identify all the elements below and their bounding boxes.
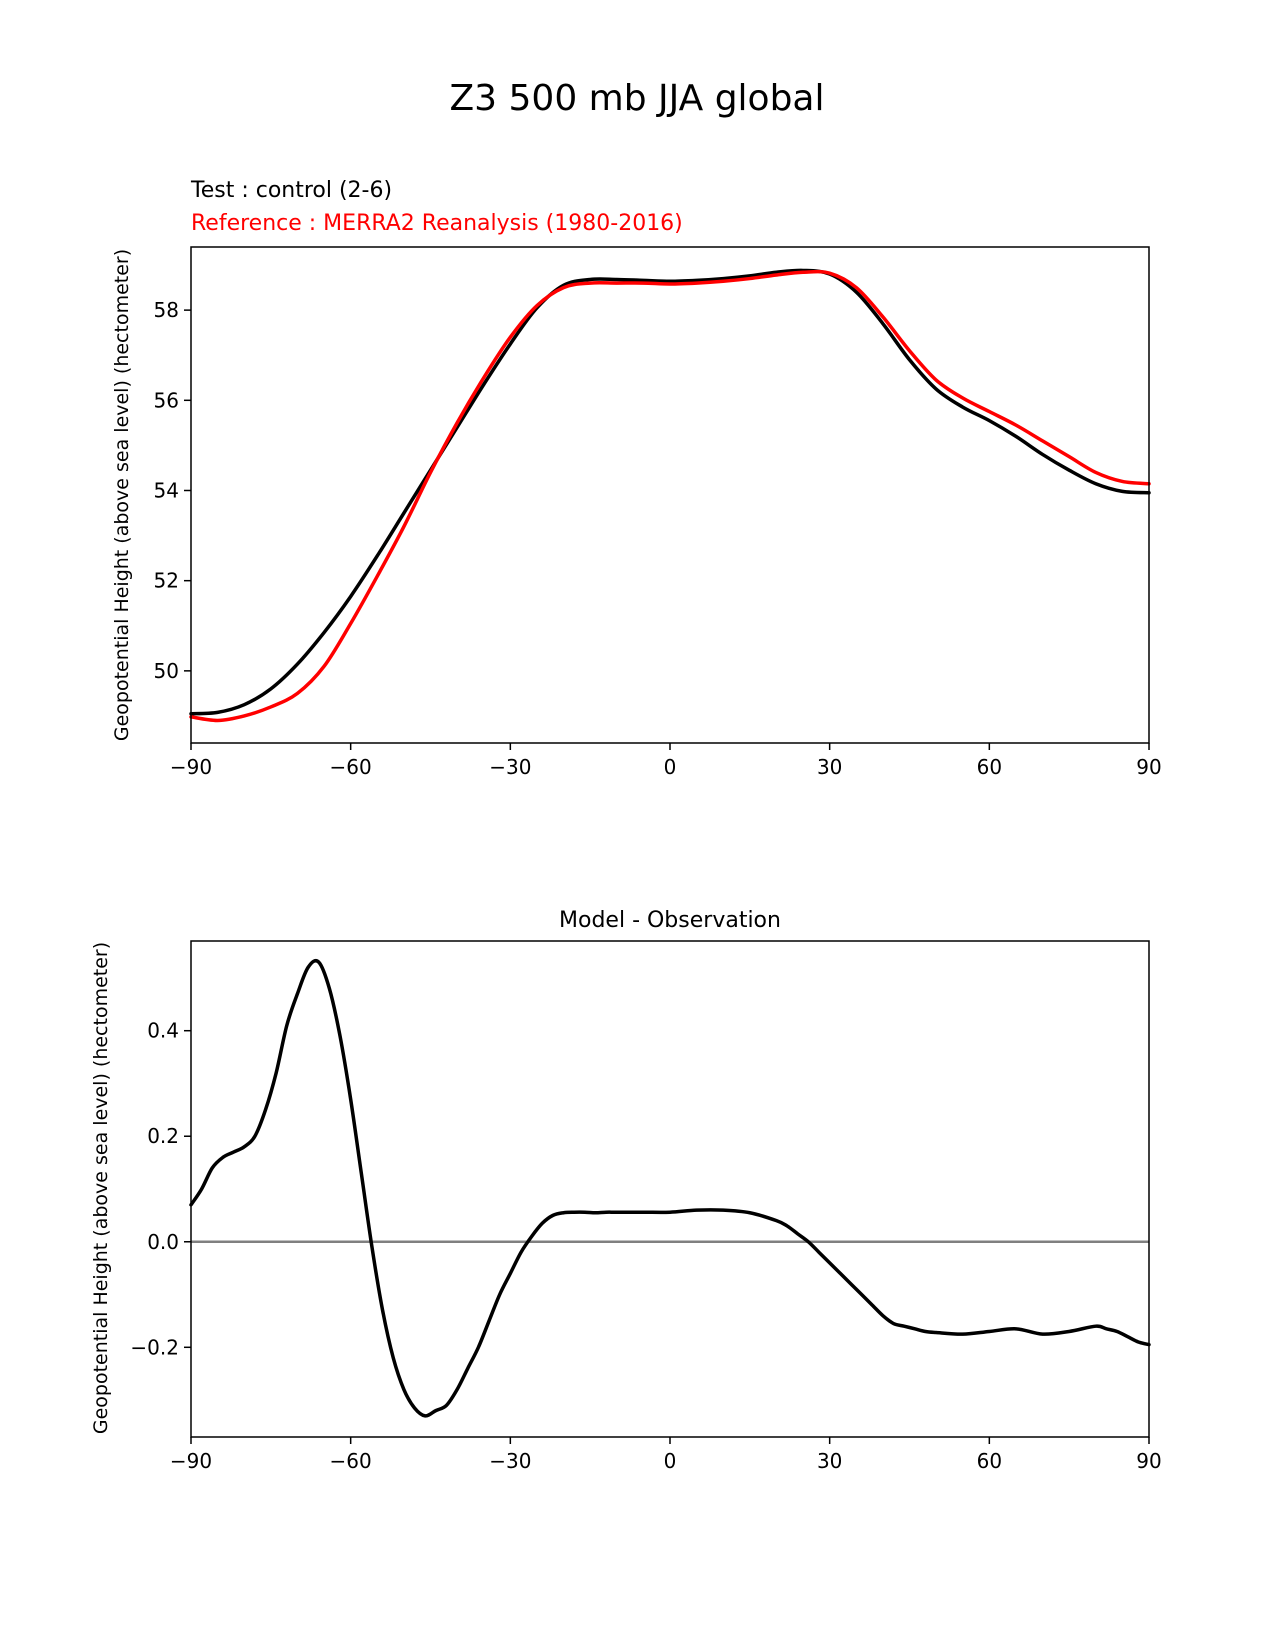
- top-chart-x-tick-label: 0: [664, 755, 677, 779]
- top-chart-y-axis-label: Geopotential Height (above sea level) (h…: [111, 249, 133, 741]
- reference-series-line: [189, 269, 1151, 723]
- top-chart-y-tick-label: 54: [154, 478, 179, 502]
- bottom-chart-x-tick-label: −90: [170, 1449, 212, 1473]
- top-chart-y-tick-label: 58: [154, 298, 179, 322]
- test-series-line: [189, 268, 1151, 716]
- top-chart-x-tick-label: −60: [330, 755, 372, 779]
- top-chart-x-tick-label: 30: [817, 755, 842, 779]
- top-chart-y-tick-label: 50: [154, 659, 179, 683]
- bottom-chart-x-tick-label: 60: [977, 1449, 1002, 1473]
- top-chart-y-tick-label: 52: [154, 569, 179, 593]
- bottom-chart-y-tick-label: 0.0: [147, 1230, 179, 1254]
- bottom-chart-y-axis-label: Geopotential Height (above sea level) (h…: [90, 942, 112, 1434]
- top-chart-x-tick-label: −30: [489, 755, 531, 779]
- bottom-chart-x-tick-label: −60: [330, 1449, 372, 1473]
- bottom-chart-y-tick-label: 0.2: [147, 1124, 179, 1148]
- top-chart-test-label: Test : control (2-6): [190, 178, 392, 203]
- difference-series-line: [189, 958, 1151, 1418]
- bottom-chart-panel: Model - Observation Geopotential Height …: [90, 908, 1162, 1473]
- top-chart-x-tick-label: 90: [1136, 755, 1161, 779]
- bottom-chart-x-tick-label: −30: [489, 1449, 531, 1473]
- bottom-chart-x-tick-label: 0: [664, 1449, 677, 1473]
- bottom-chart-title: Model - Observation: [559, 908, 781, 933]
- top-chart-x-tick-label: −90: [170, 755, 212, 779]
- bottom-chart-x-tick-label: 30: [817, 1449, 842, 1473]
- top-chart-x-tick-label: 60: [977, 755, 1002, 779]
- bottom-chart-x-tick-label: 90: [1136, 1449, 1161, 1473]
- top-chart-panel: Test : control (2-6) Reference : MERRA2 …: [111, 178, 1162, 779]
- top-chart-y-tick-label: 56: [154, 388, 179, 412]
- top-chart-plot-area: [190, 246, 1150, 744]
- bottom-chart-y-tick-label: 0.4: [147, 1019, 179, 1043]
- bottom-chart-y-tick-label: −0.2: [130, 1335, 179, 1359]
- figure-title: Z3 500 mb JJA global: [450, 78, 825, 119]
- top-chart-reference-label: Reference : MERRA2 Reanalysis (1980-2016…: [191, 211, 683, 236]
- bottom-chart-plot-area: [190, 940, 1150, 1438]
